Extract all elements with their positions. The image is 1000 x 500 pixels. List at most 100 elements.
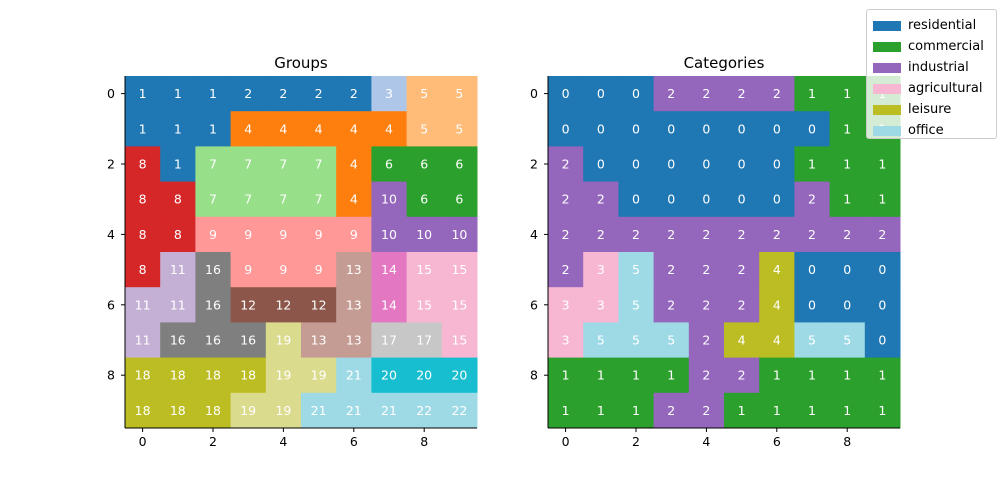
legend-item-commercial: commercial: [873, 36, 990, 57]
heatmap-cell: [864, 357, 901, 394]
cell-label: 1: [597, 368, 605, 383]
heatmap-cell: [336, 287, 372, 323]
heatmap-cell: [441, 181, 478, 218]
heatmap-cell: [195, 357, 232, 394]
legend-swatch-industrial: [873, 62, 901, 73]
cell-label: 0: [632, 121, 640, 136]
y-tick-label: 0: [530, 86, 538, 101]
cell-label: 7: [279, 192, 287, 207]
heatmap-cell: [653, 322, 690, 359]
heatmap-cell: [724, 181, 760, 218]
cell-label: 3: [562, 297, 570, 312]
heatmap-cell: [618, 357, 655, 394]
heatmap-cell: [406, 216, 443, 253]
heatmap-cell: [406, 287, 443, 323]
chart-title: Categories: [684, 54, 765, 72]
cell-label: 6: [385, 157, 393, 172]
cell-label: 2: [667, 86, 675, 101]
cell-label: 8: [139, 192, 147, 207]
heatmap-cell: [759, 357, 795, 394]
cell-label: 18: [170, 403, 186, 418]
cell-label: 1: [773, 403, 781, 418]
heatmap-cell: [829, 181, 866, 218]
cell-label: 7: [315, 157, 323, 172]
cell-label: 2: [702, 333, 710, 348]
cell-label: 0: [702, 192, 710, 207]
cell-label: 10: [381, 192, 397, 207]
legend-swatch-commercial: [873, 41, 901, 52]
cell-label: 0: [808, 297, 816, 312]
heatmap-cell: [195, 76, 232, 112]
heatmap-cell: [441, 76, 478, 112]
cell-label: 9: [279, 227, 287, 242]
cell-label: 8: [174, 192, 182, 207]
cell-label: 0: [597, 86, 605, 101]
cell-label: 21: [311, 403, 327, 418]
heatmap-cell: [230, 76, 267, 112]
heatmap-cell: [829, 76, 866, 112]
heatmap-cell: [125, 252, 161, 288]
cell-label: 2: [597, 192, 605, 207]
heatmap-cell: [125, 287, 161, 323]
cell-label: 5: [632, 297, 640, 312]
cell-label: 1: [773, 368, 781, 383]
legend: residential commercial industrial agricu…: [866, 9, 997, 139]
cell-label: 10: [381, 227, 397, 242]
heatmap-cell: [829, 146, 866, 183]
heatmap-cell: [230, 287, 267, 323]
heatmap-cell: [265, 322, 302, 359]
heatmap-cell: [829, 322, 866, 359]
heatmap-cell: [160, 252, 196, 288]
cell-label: 9: [244, 227, 252, 242]
heatmap-cell: [336, 76, 372, 112]
cell-label: 1: [808, 368, 816, 383]
heatmap-cell: [583, 287, 619, 323]
heatmap-cell: [653, 146, 690, 183]
cell-label: 16: [170, 333, 186, 348]
heatmap-cell: [160, 181, 196, 218]
legend-swatch-agricultural: [873, 83, 901, 94]
cell-label: 20: [451, 368, 467, 383]
heatmap-cell: [794, 322, 831, 359]
cell-label: 4: [350, 121, 358, 136]
cell-label: 2: [702, 227, 710, 242]
cell-label: 5: [420, 121, 428, 136]
cell-label: 9: [315, 227, 323, 242]
cell-label: 13: [311, 333, 327, 348]
heatmap-cell: [406, 111, 443, 147]
heatmap-cell: [794, 146, 831, 183]
cell-label: 1: [209, 86, 217, 101]
heatmap-cell: [653, 216, 690, 253]
cell-label: 4: [315, 121, 323, 136]
heatmap-cell: [230, 216, 267, 253]
heatmap-cell: [230, 252, 267, 288]
heatmap-cell: [265, 181, 302, 218]
heatmap-cell: [759, 252, 795, 288]
heatmap-cell: [688, 252, 725, 288]
heatmap-cell: [371, 76, 408, 112]
cell-label: 0: [667, 192, 675, 207]
cell-label: 1: [667, 368, 675, 383]
heatmap-cell: [230, 357, 267, 394]
heatmap-cell: [548, 216, 584, 253]
legend-item-residential: residential: [873, 15, 990, 36]
cell-label: 0: [562, 121, 570, 136]
heatmap-cell: [864, 252, 901, 288]
cell-label: 1: [174, 86, 182, 101]
heatmap-cell: [794, 216, 831, 253]
heatmap-cell: [406, 76, 443, 112]
cell-label: 19: [275, 368, 291, 383]
cell-label: 18: [135, 403, 151, 418]
cell-label: 1: [878, 368, 886, 383]
heatmap-cell: [759, 111, 795, 147]
heatmap-cell: [618, 287, 655, 323]
heatmap-cell: [688, 357, 725, 394]
heatmap-cell: [195, 181, 232, 218]
cell-label: 0: [773, 121, 781, 136]
cell-label: 3: [597, 297, 605, 312]
cell-label: 9: [279, 262, 287, 277]
heatmap-cell: [160, 146, 196, 183]
heatmap-cell: [618, 111, 655, 147]
heatmap-cell: [548, 146, 584, 183]
cell-label: 5: [843, 333, 851, 348]
